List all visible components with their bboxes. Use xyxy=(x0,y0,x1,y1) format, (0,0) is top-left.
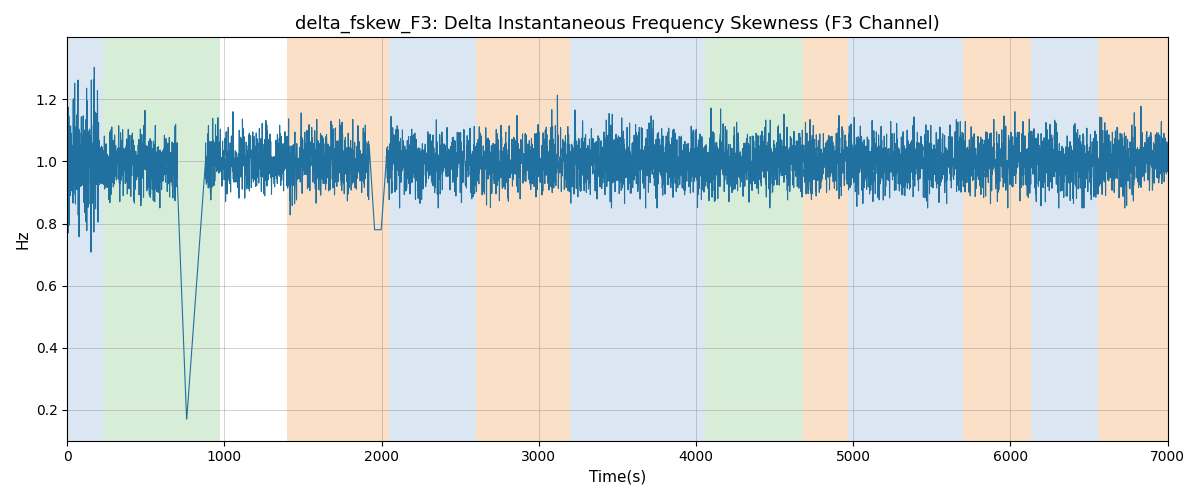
Bar xyxy=(1098,38,1168,440)
Bar xyxy=(848,38,964,440)
Bar xyxy=(1031,38,1098,440)
Bar xyxy=(287,38,390,440)
Title: delta_fskew_F3: Delta Instantaneous Frequency Skewness (F3 Channel): delta_fskew_F3: Delta Instantaneous Freq… xyxy=(295,15,940,34)
Bar xyxy=(706,38,803,440)
X-axis label: Time(s): Time(s) xyxy=(589,470,646,485)
Bar xyxy=(701,38,706,440)
Bar xyxy=(67,38,103,440)
Bar xyxy=(964,38,1031,440)
Bar xyxy=(803,38,848,440)
Bar xyxy=(570,38,701,440)
Bar xyxy=(103,38,220,440)
Bar xyxy=(390,38,476,440)
Bar xyxy=(476,38,570,440)
Y-axis label: Hz: Hz xyxy=(16,230,30,249)
